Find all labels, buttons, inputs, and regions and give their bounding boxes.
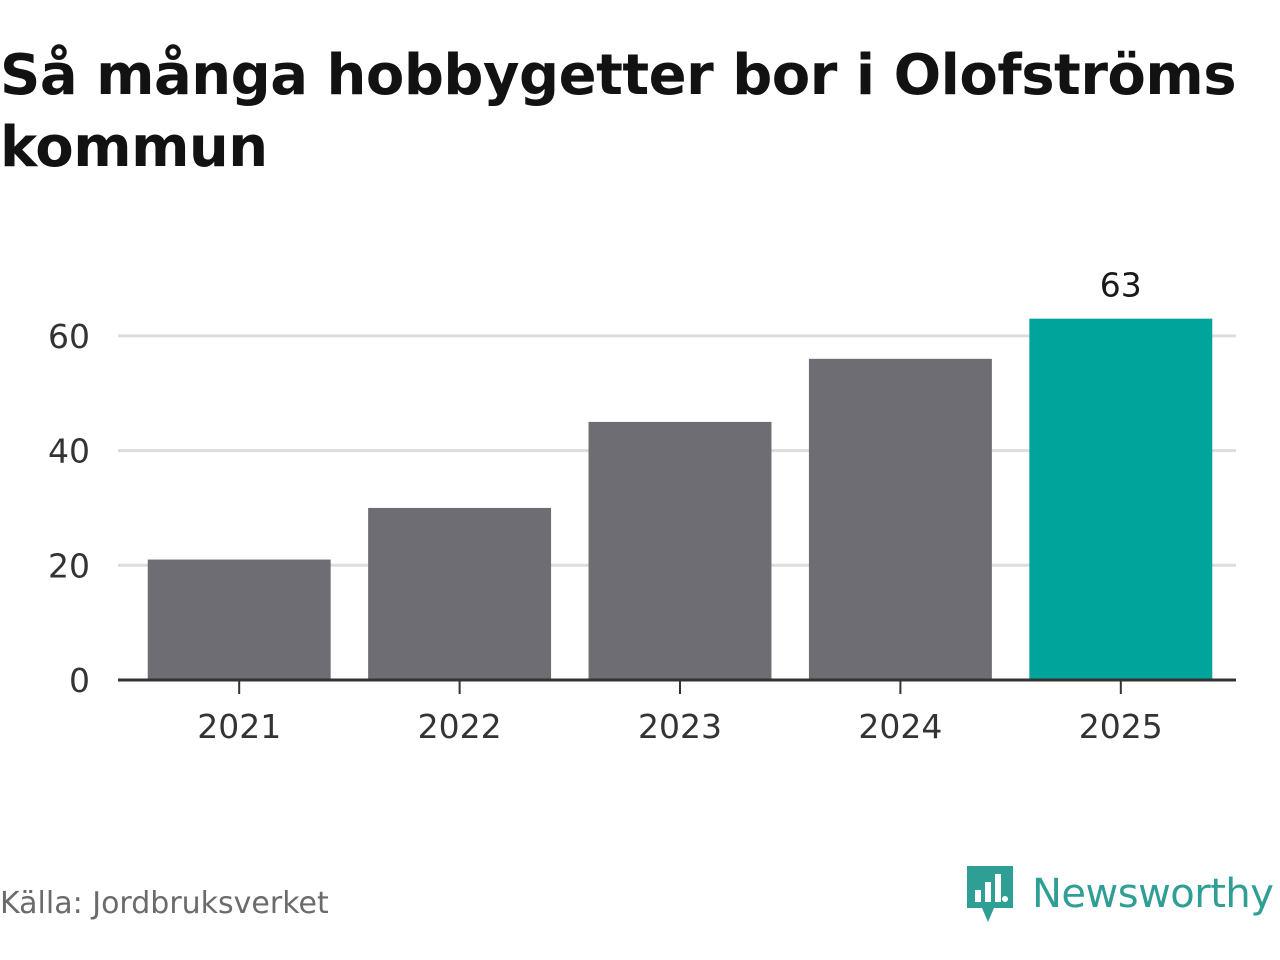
x-tick-label: 2023 <box>638 707 722 746</box>
x-tick-label: 2022 <box>418 707 502 746</box>
bar-2024 <box>808 358 992 680</box>
chart-title: Så många hobbygetter bor i Olofströms ko… <box>0 43 1237 180</box>
data-label-2025: 63 <box>1100 266 1142 305</box>
bar-2021 <box>147 559 331 680</box>
y-tick-label: 20 <box>48 546 90 585</box>
y-tick-label: 60 <box>48 317 90 356</box>
x-tick-label: 2021 <box>197 707 281 746</box>
x-tick-label: 2024 <box>858 707 942 746</box>
source-note: Källa: Jordbruksverket <box>0 886 329 921</box>
y-tick-label: 0 <box>69 661 90 700</box>
bars <box>147 318 1213 680</box>
brand-name: Newsworthy <box>1032 871 1274 917</box>
brand-logo: Newsworthy <box>964 862 1274 926</box>
x-axis <box>118 678 1236 694</box>
labels: 0 20 40 60 2021 2022 2023 2024 2025 63 <box>48 266 1163 746</box>
bar-2022 <box>368 507 552 680</box>
y-tick-label: 40 <box>48 432 90 471</box>
bar-2025 <box>1029 318 1213 680</box>
newsworthy-logo-icon <box>967 866 1013 922</box>
x-tick-label: 2025 <box>1079 707 1163 746</box>
bar-2023 <box>588 421 772 680</box>
